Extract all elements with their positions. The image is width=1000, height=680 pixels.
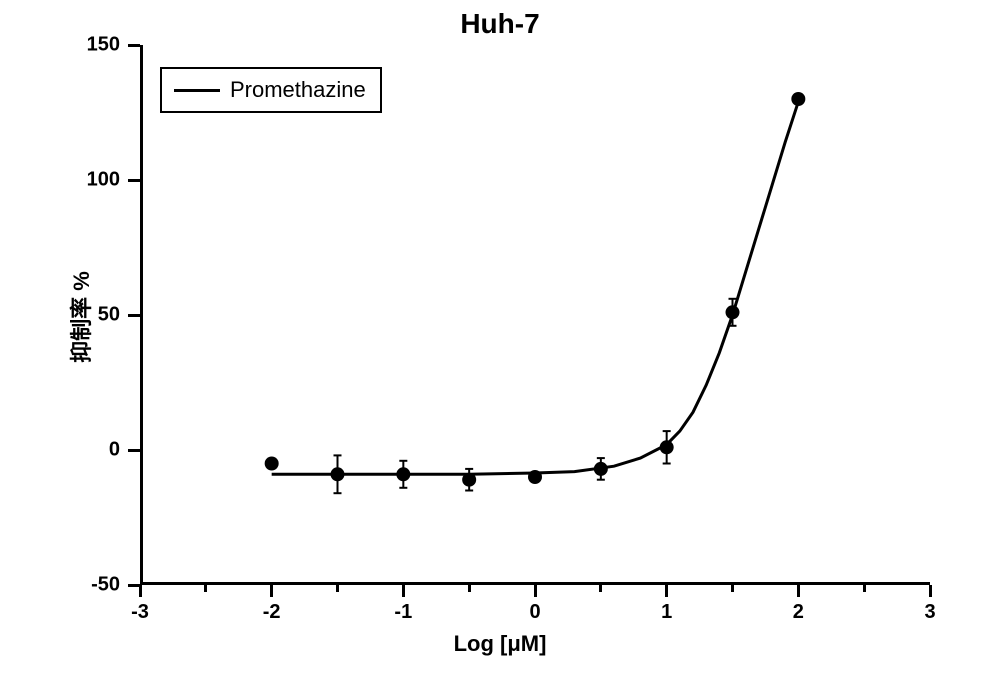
axis-tick	[797, 585, 800, 597]
data-point	[396, 467, 410, 481]
axis-tick	[204, 585, 207, 592]
data-point	[462, 473, 476, 487]
legend-label: Promethazine	[230, 77, 366, 103]
axis-tick	[128, 44, 140, 47]
data-point	[791, 92, 805, 106]
y-axis-label: 抑制率 %	[64, 257, 96, 377]
plot-area: Promethazine -3-2-10123-50050100150	[140, 45, 930, 585]
data-point	[528, 470, 542, 484]
x-tick-label: -1	[394, 601, 412, 624]
axis-tick	[863, 585, 866, 592]
data-point	[660, 440, 674, 454]
chart-title: Huh-7	[0, 8, 1000, 40]
axis-tick	[468, 585, 471, 592]
axis-tick	[139, 585, 142, 597]
data-point	[594, 462, 608, 476]
axis-tick	[599, 585, 602, 592]
data-point	[726, 305, 740, 319]
data-point	[265, 457, 279, 471]
series-layer	[140, 45, 930, 585]
y-tick-label: 150	[60, 34, 120, 57]
axis-tick	[336, 585, 339, 592]
axis-tick	[929, 585, 932, 597]
x-tick-label: -2	[263, 601, 281, 624]
axis-tick	[402, 585, 405, 597]
legend: Promethazine	[160, 67, 382, 113]
x-tick-label: 1	[661, 601, 672, 624]
y-tick-label: 0	[60, 439, 120, 462]
fit-curve	[272, 102, 799, 475]
x-tick-label: -3	[131, 601, 149, 624]
axis-tick	[128, 584, 140, 587]
legend-swatch	[174, 89, 220, 92]
data-point	[331, 467, 345, 481]
y-tick-label: -50	[60, 574, 120, 597]
x-tick-label: 2	[793, 601, 804, 624]
axis-tick	[128, 449, 140, 452]
chart-container: Huh-7 Promethazine -3-2-10123-5005010015…	[0, 0, 1000, 680]
x-tick-label: 0	[529, 601, 540, 624]
axis-tick	[128, 314, 140, 317]
x-tick-label: 3	[924, 601, 935, 624]
axis-tick	[665, 585, 668, 597]
axis-tick	[270, 585, 273, 597]
axis-tick	[534, 585, 537, 597]
y-axis	[140, 45, 143, 585]
y-tick-label: 100	[60, 169, 120, 192]
axis-tick	[731, 585, 734, 592]
x-axis-label: Log [μM]	[0, 631, 1000, 657]
axis-tick	[128, 179, 140, 182]
